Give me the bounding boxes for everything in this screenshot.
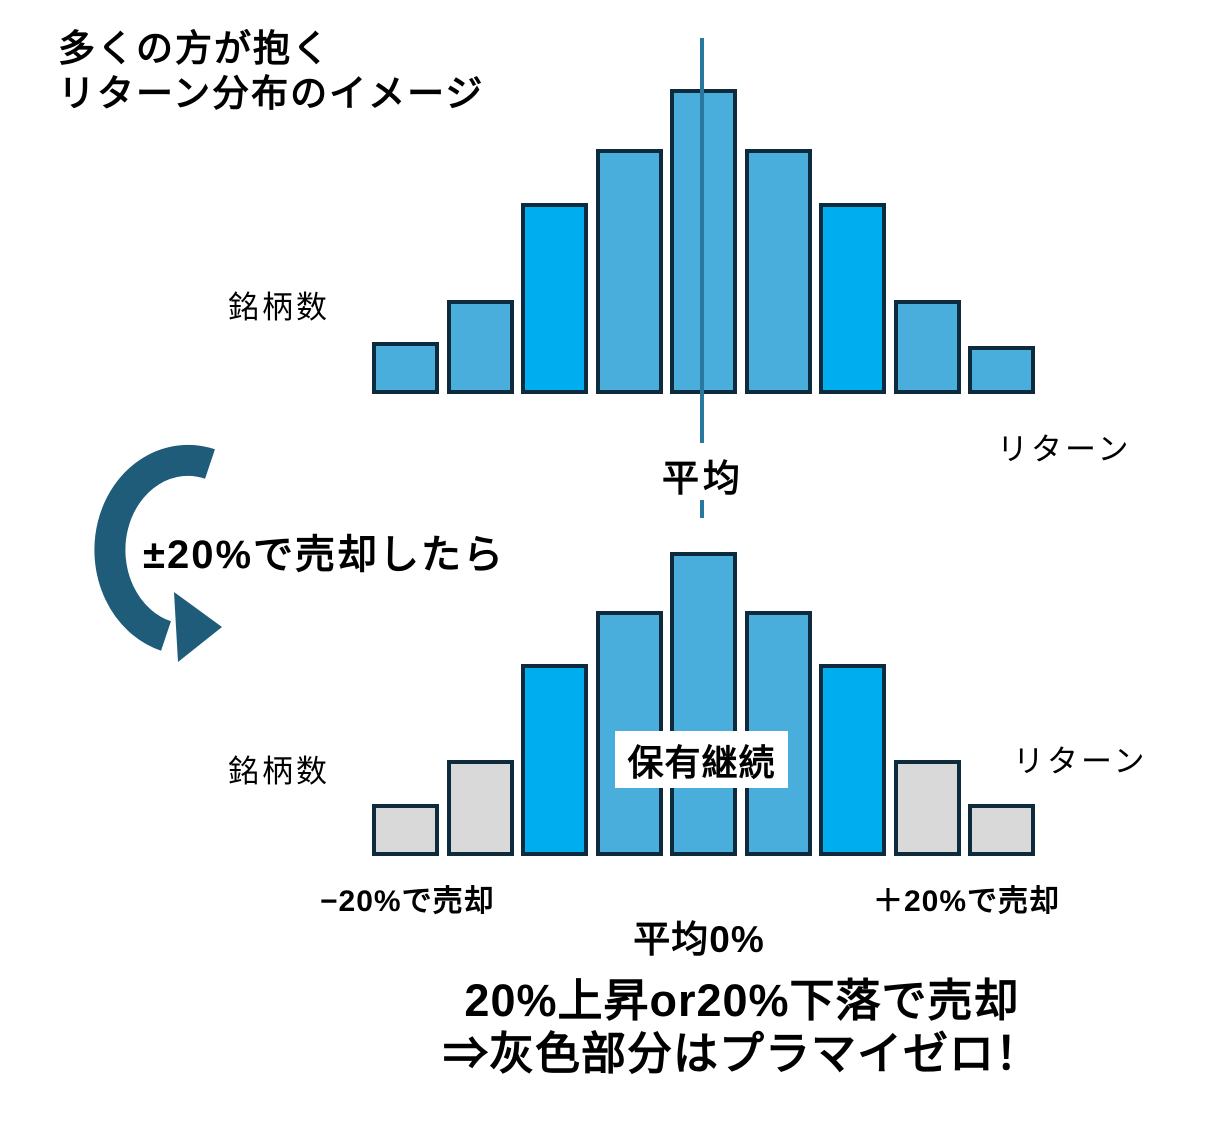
histogram-bar bbox=[968, 804, 1035, 856]
histogram-bar bbox=[744, 149, 812, 394]
footer-note: 20%上昇or20%下落で売却 ⇒灰色部分はプラマイゼロ！ bbox=[443, 974, 1041, 1080]
histogram-bar bbox=[893, 760, 961, 856]
x-axis-label-top: リターン bbox=[997, 432, 1132, 467]
histogram-bar bbox=[893, 300, 961, 394]
histogram-bar bbox=[968, 346, 1035, 394]
histogram-bar bbox=[521, 664, 588, 856]
y-axis-label-top: 銘柄数 bbox=[228, 290, 330, 325]
histogram-bar bbox=[670, 552, 737, 856]
histogram-bar bbox=[819, 664, 886, 856]
sell-plus-label: ＋20%で売却 bbox=[873, 885, 1061, 918]
footer-line-2: ⇒灰色部分はプラマイゼロ！ bbox=[442, 1028, 1042, 1079]
page-title-line-1: 多くの方が抱く bbox=[58, 28, 331, 69]
mean-label-top: 平均 bbox=[662, 458, 744, 499]
hold-label: 保有継続 bbox=[627, 741, 776, 783]
footer-line-1: 20%上昇or20%下落で売却 bbox=[464, 975, 1020, 1026]
x-axis-label-bottom: リターン bbox=[1013, 744, 1148, 779]
page-title: 多くの方が抱く リターン分布のイメージ bbox=[58, 26, 484, 116]
histogram-bar bbox=[446, 300, 514, 394]
histogram-bar bbox=[595, 149, 663, 394]
y-axis-label-bottom: 銘柄数 bbox=[228, 754, 330, 789]
histogram-bar bbox=[372, 342, 439, 394]
hold-label-box: 保有継続 bbox=[615, 731, 788, 788]
page-title-line-2: リターン分布のイメージ bbox=[58, 73, 485, 114]
mean-zero-label: 平均0% bbox=[633, 919, 765, 960]
mean-line bbox=[700, 38, 704, 443]
mean-line-dash bbox=[700, 500, 704, 518]
arrow-caption: ±20%で売却したら bbox=[143, 533, 506, 577]
histogram-bar bbox=[446, 760, 514, 856]
sell-minus-label: −20%で売却 bbox=[320, 885, 495, 918]
histogram-bar bbox=[521, 203, 588, 394]
histogram-bar bbox=[819, 203, 886, 394]
histogram-bar bbox=[372, 804, 439, 856]
curved-arrow-icon bbox=[94, 444, 222, 662]
